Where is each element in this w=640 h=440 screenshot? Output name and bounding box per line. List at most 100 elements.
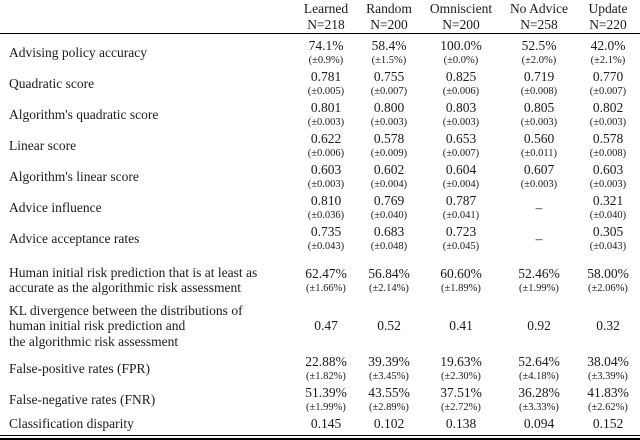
data-cell: 0.560 (±0.011) <box>502 130 576 161</box>
data-cell: 0.735 (±0.043) <box>294 223 358 254</box>
cell-stderr: (±4.18%) <box>519 371 559 382</box>
cell-stderr: (±0.004) <box>370 179 408 190</box>
data-cell: 0.41 <box>420 299 502 353</box>
cell-value: 0.622 <box>310 131 342 146</box>
table-row: KL divergence between the distributions … <box>0 299 640 353</box>
cell-value: 0.578 <box>592 131 624 146</box>
table-row: Algorithm's linear score 0.603 (±0.003) 0.6… <box>0 161 640 192</box>
column-name: Update <box>588 1 628 16</box>
cell-stderr: (±1.66%) <box>306 282 346 294</box>
cell-value: 0.138 <box>445 416 477 431</box>
cell-value: 58.00% <box>587 265 629 281</box>
data-cell: 0.094 <box>502 415 576 433</box>
cell-value: 0.47 <box>314 318 338 333</box>
cell-value: 100.0% <box>440 38 482 53</box>
cell-stderr: (±2.62%) <box>588 402 628 413</box>
cell-stderr: (±0.007) <box>589 86 627 97</box>
data-cell: 0.719 (±0.008) <box>502 68 576 99</box>
cell-value: – <box>535 199 543 215</box>
cell-value: 37.51% <box>440 385 482 400</box>
row-label: Advice acceptance rates <box>9 230 140 246</box>
data-cell: 0.52 <box>358 299 420 353</box>
table-row: Advising policy accuracy 74.1% (±0.9%) 58.4… <box>0 37 640 68</box>
cell-stderr: (±0.006) <box>307 148 345 159</box>
cell-value: 74.1% <box>308 38 344 53</box>
cell-value: 0.92 <box>527 318 551 333</box>
data-cell: 0.603 (±0.003) <box>576 161 640 192</box>
cell-value: 0.094 <box>523 416 555 431</box>
data-cell: 52.5% (±2.0%) <box>502 37 576 68</box>
cell-value: 0.603 <box>310 162 342 177</box>
cell-value: 0.805 <box>523 100 555 115</box>
cell-value: 39.39% <box>368 354 410 369</box>
cell-value: 0.321 <box>592 193 624 208</box>
data-cell: 19.63% (±2.30%) <box>420 353 502 384</box>
cell-stderr: (±0.0%) <box>443 55 479 66</box>
cell-value: 42.0% <box>590 38 626 53</box>
data-cell: 0.769 (±0.040) <box>358 192 420 223</box>
data-cell: 43.55% (±2.89%) <box>358 384 420 415</box>
column-sample-size: N=200 <box>442 16 480 32</box>
table-row: False-negative rates (FNR) 51.39% (±1.99%)… <box>0 384 640 415</box>
cell-stderr: (±0.008) <box>589 148 627 159</box>
cell-value: 0.755 <box>373 69 405 84</box>
cell-stderr: (±0.003) <box>307 179 345 190</box>
column-sample-size: N=220 <box>589 16 627 32</box>
cell-value: 0.653 <box>445 131 477 146</box>
data-cell: 41.83% (±2.62%) <box>576 384 640 415</box>
data-cell: 0.683 (±0.048) <box>358 223 420 254</box>
cell-value: 0.102 <box>373 416 405 431</box>
table-row: Algorithm's quadratic score 0.801 (±0.003)… <box>0 99 640 130</box>
data-cell: 0.47 <box>294 299 358 353</box>
header-rule <box>0 33 640 34</box>
cell-stderr: (±2.72%) <box>441 402 481 413</box>
cell-stderr: (±0.040) <box>589 210 627 221</box>
column-name: Random <box>366 1 412 16</box>
cell-stderr: (±2.0%) <box>521 55 557 66</box>
cell-value: 22.88% <box>305 354 347 369</box>
cell-value: 0.683 <box>373 224 405 239</box>
table-row: False-positive rates (FPR) 22.88% (±1.82%)… <box>0 353 640 384</box>
cell-value: 0.825 <box>445 69 477 84</box>
column-sample-size: N=258 <box>520 16 558 32</box>
data-cell: 0.305 (±0.043) <box>576 223 640 254</box>
cell-stderr: (±1.99%) <box>519 282 559 294</box>
column-header-omniscient: Omniscient N=200 <box>420 1 502 32</box>
column-sample-size: N=200 <box>370 16 408 32</box>
cell-stderr: (±0.003) <box>520 117 558 128</box>
data-cell: 37.51% (±2.72%) <box>420 384 502 415</box>
cell-value: 58.4% <box>371 38 407 53</box>
data-cell: 0.825 (±0.006) <box>420 68 502 99</box>
data-cell: 52.64% (±4.18%) <box>502 353 576 384</box>
data-cell: 0.622 (±0.006) <box>294 130 358 161</box>
cell-value: 0.769 <box>373 193 405 208</box>
cell-value: 0.52 <box>377 318 401 333</box>
column-header-learned: Learned N=218 <box>294 1 358 32</box>
cell-value: 0.723 <box>445 224 477 239</box>
cell-stderr: (±1.89%) <box>441 282 481 294</box>
cell-stderr: (±0.040) <box>370 210 408 221</box>
data-cell: 0.805 (±0.003) <box>502 99 576 130</box>
cell-stderr: (±2.89%) <box>369 402 409 413</box>
row-label: Classification disparity <box>9 416 134 432</box>
cell-value: 0.152 <box>592 416 624 431</box>
cell-stderr: (±0.006) <box>442 86 480 97</box>
row-label: Linear score <box>9 137 77 153</box>
cell-value: 0.735 <box>310 224 342 239</box>
cell-stderr: (±0.045) <box>442 241 480 252</box>
cell-stderr: (±0.011) <box>521 148 557 159</box>
cell-value: 52.46% <box>518 265 560 281</box>
cell-value: 0.801 <box>310 100 342 115</box>
cell-stderr: (±1.99%) <box>306 402 346 413</box>
cell-stderr: (±2.1%) <box>590 55 626 66</box>
cell-stderr: (±0.003) <box>589 179 627 190</box>
table-row: Classification disparity 0.145 0.102 0.138 0… <box>0 415 640 433</box>
cell-stderr: (±0.005) <box>307 86 345 97</box>
data-cell: 62.47% (±1.66%) <box>294 261 358 299</box>
cell-value: 0.803 <box>445 100 477 115</box>
cell-value: 36.28% <box>518 385 560 400</box>
data-cell: 0.578 (±0.008) <box>576 130 640 161</box>
table-row: Linear score 0.622 (±0.006) 0.578 (±0.009) 0.… <box>0 130 640 161</box>
data-cell: 51.39% (±1.99%) <box>294 384 358 415</box>
